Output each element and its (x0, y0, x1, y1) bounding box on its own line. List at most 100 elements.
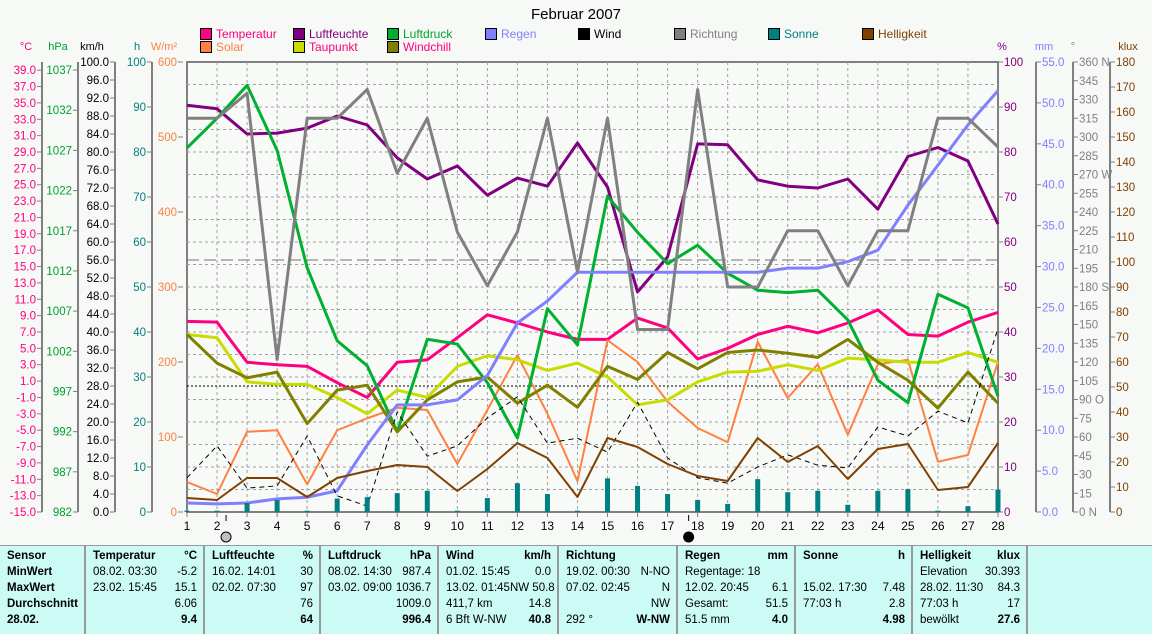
cell-value: 30.393 (985, 566, 1020, 582)
cell-value: 76 (300, 598, 313, 614)
axis-tick-label: 195 (1079, 263, 1098, 275)
axis-tick-label: 0.0 (1042, 507, 1058, 519)
x-tick-label: 8 (394, 519, 401, 533)
sun-bar (305, 511, 310, 512)
axis-tick-label: 120 (1116, 207, 1135, 219)
sun-bar (605, 478, 610, 512)
axis-tick-label: 9.0 (20, 311, 36, 323)
axis-tick-label: 360 N (1079, 57, 1110, 69)
axis-tick-label: 50.0 (1042, 98, 1064, 110)
column-unit: mm (768, 550, 788, 566)
sun-bar (965, 506, 970, 512)
axis-tick-label: 90 (133, 102, 146, 114)
cell-label: Regentage: 18 (685, 566, 760, 582)
sun-bar (395, 493, 400, 512)
axis-tick-label: 160 (1116, 107, 1135, 119)
axis-tick-label: -11.0 (11, 474, 36, 486)
x-tick-label: 1 (184, 519, 191, 533)
axis-tick-label: 30 (133, 372, 146, 384)
axis-tick-label: 90 O (1079, 395, 1104, 407)
cell-label: 23.02. 15:45 (93, 582, 157, 598)
axis-tick-label: 0 (171, 507, 177, 519)
statistics-table: Sensor MinWert MaxWert Durchschnitt 28.0… (0, 545, 1152, 634)
axis-tick-label: 1027 (46, 145, 72, 157)
sun-bar (455, 511, 460, 512)
axis-tick-label: 982 (53, 507, 72, 519)
axis-tick-label: 70 (1004, 192, 1017, 204)
x-tick-label: 17 (661, 519, 675, 533)
row-label-max: MaxWert (7, 582, 55, 598)
x-tick-label: 14 (571, 519, 585, 533)
sun-bar (725, 504, 730, 512)
axis-unit: ° (1071, 41, 1075, 53)
axis-tick-label: 72.0 (87, 183, 109, 195)
cell-value: 27.6 (998, 614, 1020, 630)
axis-tick-label: 345 (1079, 76, 1098, 88)
axis-tick-label: 50 (1116, 382, 1129, 394)
axis-tick-label: 45 (1079, 451, 1092, 463)
axis-tick-label: 60 (133, 237, 146, 249)
axis-unit: % (997, 41, 1007, 53)
x-tick-label: 25 (901, 519, 915, 533)
axis-tick-label: 80.0 (87, 147, 109, 159)
sun-bar (905, 489, 910, 512)
x-tick-label: 21 (781, 519, 795, 533)
axis-tick-label: 31.0 (14, 131, 36, 143)
axis-tick-label: 45.0 (1042, 139, 1064, 151)
axis-unit: klux (1118, 41, 1138, 53)
cell-label: 19.02. 00:30 (566, 566, 630, 582)
cell-value: NW (651, 598, 670, 614)
cell-label: Gesamt: (685, 598, 728, 614)
cell-label: 411,7 km (446, 598, 492, 614)
axis-tick-label: 24.0 (87, 399, 109, 411)
sensor-header: Sensor (7, 550, 46, 566)
axis-tick-label: 60 (1079, 432, 1092, 444)
x-tick-label: 7 (364, 519, 371, 533)
cell-label: 6 Bft W-NW (446, 614, 506, 630)
axis-tick-label: 992 (53, 427, 72, 439)
cell-value: N-NO (641, 566, 670, 582)
sun-bar (485, 498, 490, 512)
cell-value: 996.4 (402, 614, 431, 630)
axis-tick-label: 33.0 (14, 114, 36, 126)
axis-tick-label: 92.0 (87, 93, 109, 105)
cell-value: 1036.7 (396, 582, 431, 598)
axis-tick-label: -15.0 (10, 507, 36, 519)
cell-label: Elevation (920, 566, 967, 582)
axis-tick-label: 80 (1116, 307, 1129, 319)
x-tick-label: 22 (811, 519, 825, 533)
axis-tick-label: 10 (133, 462, 146, 474)
axis-tick-label: 7.0 (20, 327, 36, 339)
sun-bar (845, 505, 850, 512)
column-unit: h (898, 550, 905, 566)
row-label-avg: Durchschnitt (7, 598, 78, 614)
axis-tick-label: 315 (1079, 113, 1098, 125)
axis-tick-label: 44.0 (87, 309, 109, 321)
axis-tick-label: 110 (1116, 232, 1134, 244)
axis-tick-label: 140 (1116, 157, 1135, 169)
axis-tick-label: 150 (1116, 132, 1135, 144)
sun-bar (545, 494, 550, 512)
axis-tick-label: 0 (140, 507, 146, 519)
axis-tick-label: 80 (1004, 147, 1017, 159)
axis-tick-label: 10.0 (1042, 425, 1064, 437)
axis-tick-label: 20 (133, 417, 146, 429)
cell-value: 97 (300, 582, 313, 598)
sensor-column: Sensor MinWert MaxWert Durchschnitt 28.0… (0, 546, 86, 634)
axis-tick-label: 50 (133, 282, 146, 294)
axis-tick-label: 240 (1079, 207, 1098, 219)
axis-tick-label: 5.0 (1042, 466, 1058, 478)
axis-unit: °C (20, 41, 32, 53)
axis-unit: mm (1035, 41, 1053, 53)
axis-tick-label: 40 (1116, 407, 1129, 419)
axis-tick-label: 0.0 (93, 507, 109, 519)
axis-unit: km/h (80, 41, 104, 53)
axis-kmh: km/h100.096.092.088.084.080.076.072.068.… (80, 41, 115, 519)
axis-tick-label: 400 (158, 207, 177, 219)
